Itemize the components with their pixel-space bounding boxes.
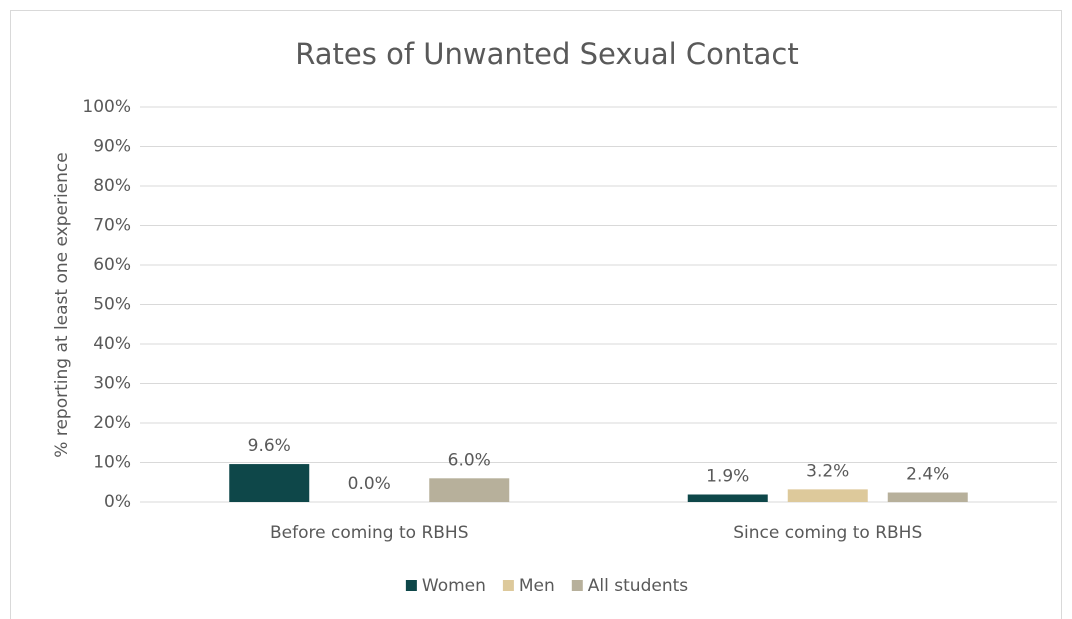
y-tick-label: 80%: [93, 176, 131, 196]
bar: [787, 489, 868, 502]
bar: [887, 492, 968, 502]
y-tick-label: 30%: [93, 374, 131, 394]
y-axis-label: % reporting at least one experience: [52, 152, 72, 457]
data-label: 6.0%: [448, 450, 491, 470]
legend-label: All students: [588, 576, 688, 596]
chart-frame: [10, 10, 1062, 619]
y-tick-label: 50%: [93, 295, 131, 315]
y-tick-label: 70%: [93, 216, 131, 236]
y-tick-label: 20%: [93, 413, 131, 433]
y-tick-label: 10%: [93, 453, 131, 473]
data-label: 0.0%: [348, 474, 391, 494]
y-tick-label: 0%: [104, 492, 131, 512]
legend-label: Women: [422, 576, 486, 596]
x-tick-label: Since coming to RBHS: [733, 523, 922, 543]
data-label: 9.6%: [248, 436, 291, 456]
legend-label: Men: [519, 576, 555, 596]
data-label: 3.2%: [806, 461, 849, 481]
data-label: 2.4%: [906, 465, 949, 485]
data-label: 1.9%: [706, 466, 749, 486]
legend-swatch: [405, 580, 417, 591]
chart-title: Rates of Unwanted Sexual Contact: [295, 37, 798, 71]
bar: [687, 494, 768, 502]
legend-swatch: [502, 580, 514, 591]
y-tick-label: 100%: [82, 97, 131, 117]
legend-swatch: [571, 580, 583, 591]
x-tick-label: Before coming to RBHS: [270, 523, 469, 543]
y-tick-label: 90%: [93, 137, 131, 157]
y-tick-label: 40%: [93, 334, 131, 354]
y-tick-label: 60%: [93, 255, 131, 275]
bar: [229, 464, 310, 502]
bar: [429, 478, 510, 502]
